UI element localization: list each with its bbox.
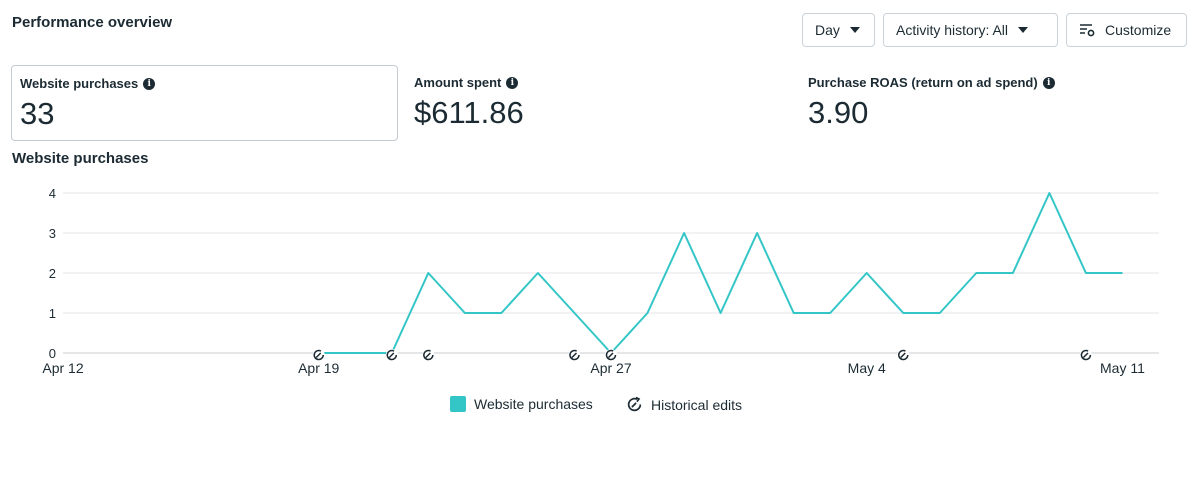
kpi-label: Amount spent xyxy=(414,75,502,90)
chart-title: Website purchases xyxy=(12,150,149,167)
data-point xyxy=(463,311,467,315)
series-line-website-purchases xyxy=(318,192,1123,354)
legend-label: Website purchases xyxy=(474,396,593,412)
data-point xyxy=(938,311,942,315)
historical-edit-icon[interactable] xyxy=(312,349,325,361)
granularity-label: Day xyxy=(815,22,840,38)
info-icon[interactable]: i xyxy=(1042,76,1055,89)
data-point xyxy=(828,311,832,315)
legend-item-website-purchases[interactable]: Website purchases xyxy=(450,396,593,412)
data-point xyxy=(682,231,686,235)
kpi-label: Website purchases xyxy=(20,76,139,91)
y-tick-label: 3 xyxy=(49,226,56,241)
historical-edit-icon[interactable] xyxy=(568,349,581,361)
historical-edit-icon[interactable] xyxy=(897,349,910,361)
kpi-card-purchase-roas[interactable]: Purchase ROAS (return on ad spend) i 3.90 xyxy=(800,65,1190,141)
historical-edit-icon[interactable] xyxy=(605,349,617,361)
activity-history-label: Activity history: All xyxy=(896,22,1009,38)
data-point xyxy=(1047,191,1051,195)
page-title: Performance overview xyxy=(12,14,173,31)
kpi-value: 33 xyxy=(20,96,55,131)
data-point xyxy=(353,351,357,355)
activity-history-dropdown[interactable]: Activity history: All xyxy=(883,13,1058,47)
legend-label: Historical edits xyxy=(651,396,743,413)
data-point xyxy=(755,231,759,235)
data-point xyxy=(1084,271,1088,275)
series-swatch xyxy=(450,396,466,412)
caret-down-icon xyxy=(849,27,860,33)
data-point xyxy=(572,311,576,315)
y-tick-label: 2 xyxy=(49,266,56,281)
customize-button[interactable]: Customize xyxy=(1066,13,1187,47)
x-tick-label: Apr 19 xyxy=(298,360,339,376)
data-point xyxy=(719,311,723,315)
historical-edit-icon[interactable] xyxy=(1079,349,1092,361)
x-tick-label: May 4 xyxy=(848,360,886,376)
data-point xyxy=(865,271,869,275)
info-icon[interactable]: i xyxy=(143,77,156,90)
data-point xyxy=(974,271,978,275)
caret-down-icon xyxy=(1018,27,1029,33)
customize-label: Customize xyxy=(1105,22,1172,38)
data-point xyxy=(901,311,905,315)
info-icon[interactable]: i xyxy=(506,76,519,89)
granularity-dropdown[interactable]: Day xyxy=(802,13,875,47)
data-point xyxy=(426,271,430,275)
data-point xyxy=(792,311,796,315)
y-tick-label: 4 xyxy=(49,186,56,201)
data-point xyxy=(1120,271,1124,275)
kpi-value: $611.86 xyxy=(414,95,524,130)
data-point xyxy=(536,271,540,275)
kpi-card-website-purchases[interactable]: Website purchases i 33 xyxy=(11,65,398,141)
historical-edit-icon[interactable] xyxy=(422,349,435,361)
kpi-card-amount-spent[interactable]: Amount spent i $611.86 xyxy=(406,65,786,141)
historical-edit-icon[interactable] xyxy=(385,349,398,361)
x-tick-label: Apr 12 xyxy=(42,360,83,376)
x-tick-label: Apr 27 xyxy=(590,360,631,376)
kpi-value: 3.90 xyxy=(808,95,869,130)
line-chart: 0 1 2 3 4 Apr 12 Apr 19 Apr 27 May 4 May 11 xyxy=(42,186,1159,376)
historical-edits-icon xyxy=(627,396,642,412)
customize-icon xyxy=(1080,24,1095,37)
data-point xyxy=(1011,271,1015,275)
y-tick-label: 0 xyxy=(49,346,56,361)
y-tick-label: 1 xyxy=(49,306,56,321)
kpi-label: Purchase ROAS (return on ad spend) xyxy=(808,75,1038,90)
x-tick-label: May 11 xyxy=(1100,360,1145,376)
legend-item-historical-edits[interactable]: Historical edits xyxy=(626,396,742,413)
data-point xyxy=(499,311,503,315)
data-point xyxy=(646,311,650,315)
